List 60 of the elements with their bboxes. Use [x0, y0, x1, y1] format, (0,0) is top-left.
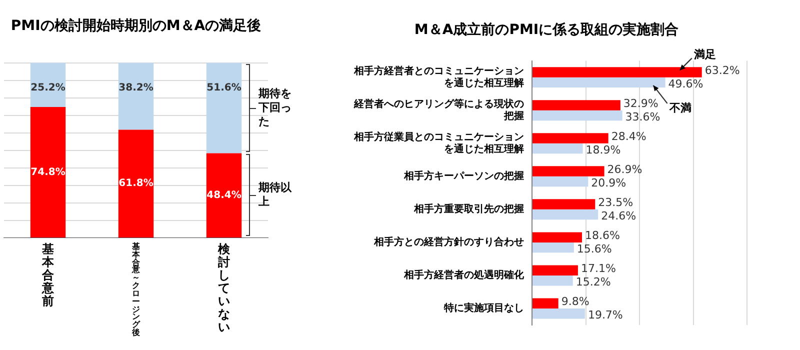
- data-label: 33.6%: [625, 110, 660, 124]
- data-label: 63.2%: [704, 64, 740, 78]
- chart-title: PMIの検討開始時期別のM＆Aの満足後: [10, 18, 262, 34]
- data-label: 9.8%: [561, 295, 590, 308]
- data-label: 61.8%: [118, 178, 154, 190]
- y-tick-label: 相手方重要取引先の把握: [413, 203, 524, 216]
- y-tick-label: 特に実施項目なし: [443, 302, 524, 314]
- bar: [532, 199, 596, 210]
- data-label: 23.5%: [598, 196, 634, 210]
- data-label: 38.2%: [118, 82, 154, 94]
- data-label: 48.4%: [206, 190, 242, 201]
- bar: [532, 298, 558, 308]
- bar: [532, 242, 574, 253]
- data-label: 18.6%: [584, 229, 620, 242]
- data-label: 15.2%: [576, 275, 611, 288]
- data-label: 17.1%: [580, 262, 616, 276]
- bar: [532, 176, 588, 187]
- y-tick-label: 相手方との経営方針のすり合わせ: [373, 236, 524, 248]
- data-label: 74.8%: [30, 166, 66, 178]
- bar: [206, 153, 242, 238]
- data-label: 24.6%: [601, 209, 636, 222]
- data-label: 26.9%: [607, 163, 642, 176]
- series-label: 満足: [692, 48, 716, 62]
- y-tick-label: 経営者へのヒアリング等による現状の把握: [353, 98, 524, 122]
- bar: [532, 275, 573, 286]
- bar: [118, 130, 154, 238]
- bar: [532, 77, 666, 88]
- series-label: 期待以上: [258, 181, 293, 208]
- x-tick-label: 検討していない: [216, 242, 231, 334]
- y-tick-label: 相手方キーパーソンの把握: [403, 170, 524, 182]
- chart-title: M＆A成立前のPMIに係る取組の実施割合: [414, 21, 679, 38]
- bar: [532, 110, 622, 121]
- bar: [30, 62, 66, 107]
- bar: [532, 265, 578, 276]
- data-label: 25.2%: [30, 82, 66, 94]
- series-label: 期待を下回った: [258, 86, 292, 128]
- bar: [532, 133, 608, 144]
- bar: [30, 106, 66, 238]
- y-tick-label: 相手方経営者とのコミュニケーションを通じた相互理解: [353, 64, 524, 89]
- bar: [532, 232, 582, 242]
- data-label: 51.6%: [206, 82, 242, 94]
- data-label: 15.6%: [576, 242, 612, 256]
- bar: [532, 209, 598, 220]
- bar: [532, 166, 604, 176]
- bar: [206, 62, 242, 154]
- bar: [532, 308, 585, 319]
- bar: [532, 100, 620, 110]
- series-label: 不満: [668, 101, 692, 114]
- bar: [532, 143, 583, 154]
- data-label: 18.9%: [586, 143, 621, 156]
- y-tick-label: 相手方従業員とのコミュニケーションを通じた相互理解: [353, 130, 524, 155]
- data-label: 32.9%: [623, 97, 658, 110]
- data-label: 19.7%: [588, 308, 623, 322]
- data-label: 49.6%: [668, 77, 704, 90]
- y-tick-label: 相手方経営者の処遇明確化: [403, 269, 525, 282]
- data-label: 20.9%: [591, 176, 626, 190]
- bar: [118, 62, 154, 130]
- bar: [532, 67, 702, 78]
- x-tick-label: 基本合意前: [40, 242, 55, 308]
- data-label: 28.4%: [611, 130, 646, 144]
